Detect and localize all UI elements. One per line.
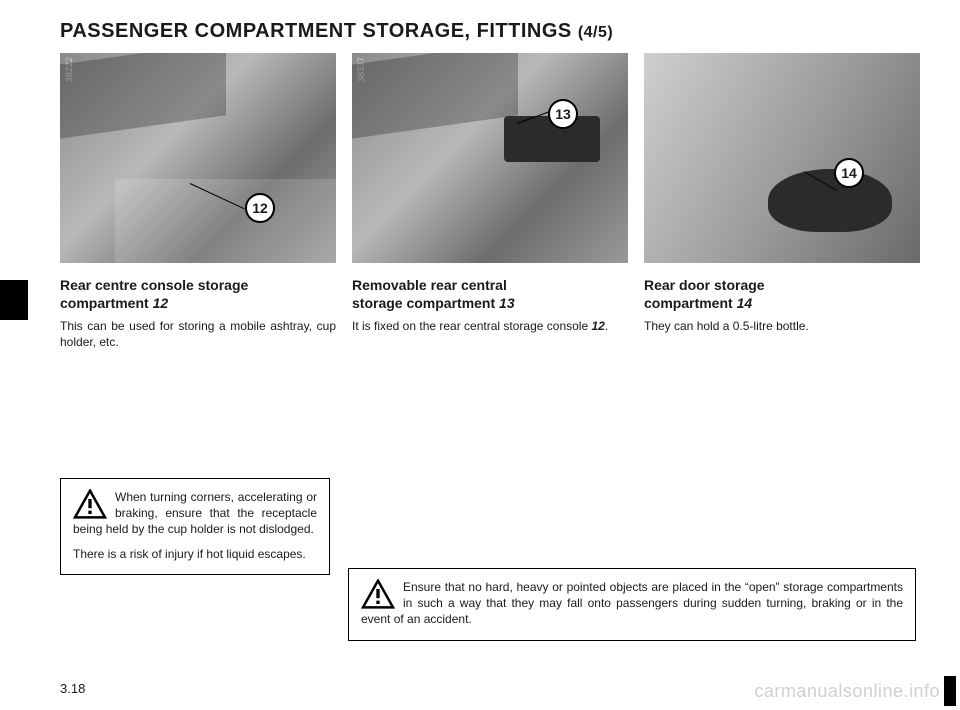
body-rear-centre-console: This can be used for storing a mobile as… — [60, 318, 336, 350]
callout-13: 13 — [548, 99, 578, 129]
warning-icon — [361, 579, 395, 609]
warning-icon — [73, 489, 107, 519]
manual-page: PASSENGER COMPARTMENT STORAGE, FITTINGS … — [0, 0, 960, 710]
column-middle: 38337 13 Removable rear central storage … — [352, 53, 628, 350]
watermark: carmanualsonline.info — [754, 681, 940, 702]
page-number: 3.18 — [60, 681, 85, 696]
content-columns: 38222 12 Rear centre console storage com… — [60, 53, 920, 350]
warning-text: Ensure that no hard, heavy or pointed ob… — [361, 579, 903, 628]
photo-removable-rear-storage: 38337 13 — [352, 53, 628, 263]
watermark-bar — [944, 676, 956, 706]
photo-rear-centre-console: 38222 12 — [60, 53, 336, 263]
title-sub: (4/5) — [578, 24, 613, 41]
body-removable-rear-storage: It is fixed on the rear central storage … — [352, 318, 628, 334]
title-main: PASSENGER COMPARTMENT STORAGE, FITTINGS — [60, 20, 572, 42]
column-left: 38222 12 Rear centre console storage com… — [60, 53, 336, 350]
warning-cupholder: When turning corners, accelerating or br… — [60, 478, 330, 575]
heading-rear-centre-console: Rear centre console storage compartment … — [60, 277, 336, 312]
column-right: 38224 14 Rear door storage compartment 1… — [644, 53, 920, 350]
warning-text: There is a risk of injury if hot liquid … — [73, 546, 317, 562]
warning-text: When turning corners, accelerating or br… — [73, 489, 317, 538]
page-title: PASSENGER COMPARTMENT STORAGE, FITTINGS … — [60, 20, 920, 43]
section-tab — [0, 280, 28, 320]
photo-ref: 38224 — [648, 57, 658, 82]
heading-removable-rear-storage: Removable rear central storage compartme… — [352, 277, 628, 312]
warning-open-storage: Ensure that no hard, heavy or pointed ob… — [348, 568, 916, 641]
callout-14: 14 — [834, 158, 864, 188]
callout-12: 12 — [245, 193, 275, 223]
body-rear-door-storage: They can hold a 0.5-litre bottle. — [644, 318, 920, 334]
photo-rear-door-storage: 38224 14 — [644, 53, 920, 263]
heading-rear-door-storage: Rear door storage compartment 14 — [644, 277, 920, 312]
